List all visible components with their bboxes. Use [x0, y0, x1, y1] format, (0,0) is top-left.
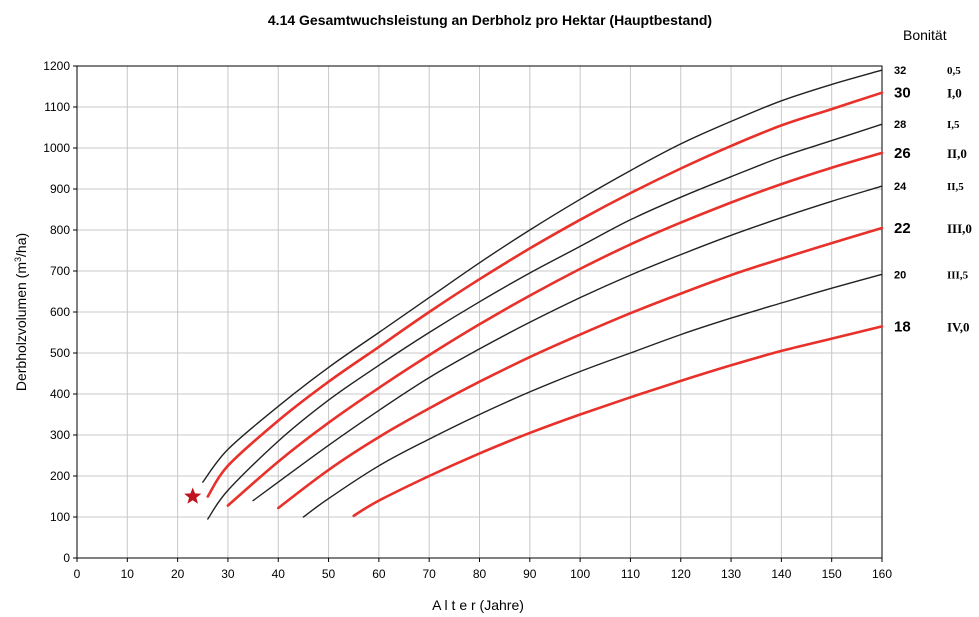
x-tick-label-50: 50: [322, 567, 336, 581]
y-tick-label-500: 500: [50, 346, 70, 360]
series-class-20: III,5: [947, 269, 969, 281]
series-class-24: II,5: [947, 181, 964, 193]
x-axis-label: A l t e r (Jahre): [432, 597, 524, 613]
y-tick-label-400: 400: [50, 387, 70, 401]
x-tick-label-160: 160: [872, 567, 892, 581]
series-name-22: 22: [894, 220, 911, 237]
x-tick-label-80: 80: [473, 567, 487, 581]
x-tick-label-30: 30: [221, 567, 235, 581]
x-tick-label-100: 100: [570, 567, 590, 581]
y-tick-label-600: 600: [50, 305, 70, 319]
series-line-22: [277, 226, 884, 510]
x-tick-label-0: 0: [74, 567, 81, 581]
series-lines: [202, 69, 884, 520]
star-marker: [184, 487, 202, 504]
series-class-28: I,5: [947, 119, 960, 131]
series-class-26: II,0: [947, 146, 967, 161]
x-tick-label-140: 140: [771, 567, 791, 581]
star-marker-group: [184, 487, 202, 504]
grid: [76, 65, 883, 559]
x-tick-label-110: 110: [621, 567, 640, 581]
y-tick-label-100: 100: [50, 510, 70, 524]
series-line-24: [252, 185, 883, 502]
series-name-28: 28: [894, 119, 906, 131]
y-tick-label-800: 800: [50, 223, 70, 237]
plot-frame: [76, 65, 883, 559]
series-name-32: 32: [894, 65, 906, 77]
series-class-18: IV,0: [947, 319, 970, 334]
series-class-22: III,0: [947, 221, 972, 236]
y-tick-label-1000: 1000: [43, 141, 70, 155]
series-name-24: 24: [894, 181, 907, 193]
x-tick-labels: 0 10 20 30 40 50 60 70 80 90 100 110 120 130 140 150 160: [74, 567, 893, 581]
series-class-30: I,0: [947, 86, 962, 101]
x-tick-label-20: 20: [171, 567, 185, 581]
y-axis-label-end: /ha): [13, 233, 29, 257]
x-axis-label-unit: (Jahre): [480, 597, 524, 613]
x-tick-label-60: 60: [372, 567, 386, 581]
x-tick-label-40: 40: [272, 567, 286, 581]
y-tick-label-700: 700: [50, 264, 70, 278]
x-axis-label-spaced: A l t e r: [432, 597, 476, 613]
x-tick-label-150: 150: [822, 567, 842, 581]
y-tick-label-300: 300: [50, 428, 70, 442]
series-end-labels: 32 0,5 30 I,0 28 I,5 26 II,0 24 II,5 22 III,0 20 III,…: [894, 65, 972, 335]
series-line-18: [352, 325, 884, 518]
y-axis-label: Derbholzvolumen (m3/ha): [13, 233, 29, 391]
series-name-20: 20: [894, 269, 906, 281]
x-tick-label-70: 70: [423, 567, 437, 581]
x-tick-label-10: 10: [121, 567, 135, 581]
series-name-18: 18: [894, 318, 911, 335]
series-class-32: 0,5: [947, 65, 961, 77]
y-tick-label-900: 900: [50, 182, 70, 196]
y-tick-label-1100: 1100: [44, 100, 70, 114]
y-tick-labels: 0 100 200 300 400 500 600 700 800 900 1000 1100 1200: [43, 59, 70, 565]
series-name-26: 26: [894, 145, 911, 162]
chart-title: 4.14 Gesamtwuchsleistung an Derbholz pro…: [268, 12, 712, 28]
series-line-32: [202, 69, 883, 483]
legend-title-bonitaet: Bonität: [903, 27, 947, 43]
series-line-30: [206, 91, 884, 498]
series-line-20: [302, 273, 883, 518]
series-line-26: [226, 151, 884, 507]
y-tick-label-1200: 1200: [43, 59, 70, 73]
series-line-28: [207, 123, 883, 520]
x-tick-label-90: 90: [523, 567, 537, 581]
axes: [73, 65, 883, 562]
x-tick-label-130: 130: [721, 567, 741, 581]
y-tick-label-200: 200: [50, 469, 70, 483]
series-name-30: 30: [894, 85, 911, 102]
y-tick-label-0: 0: [63, 551, 70, 565]
y-axis-label-main: Derbholzvolumen (m: [13, 262, 29, 391]
y-axis-label-sup: 3: [13, 257, 23, 262]
x-tick-label-120: 120: [671, 567, 691, 581]
